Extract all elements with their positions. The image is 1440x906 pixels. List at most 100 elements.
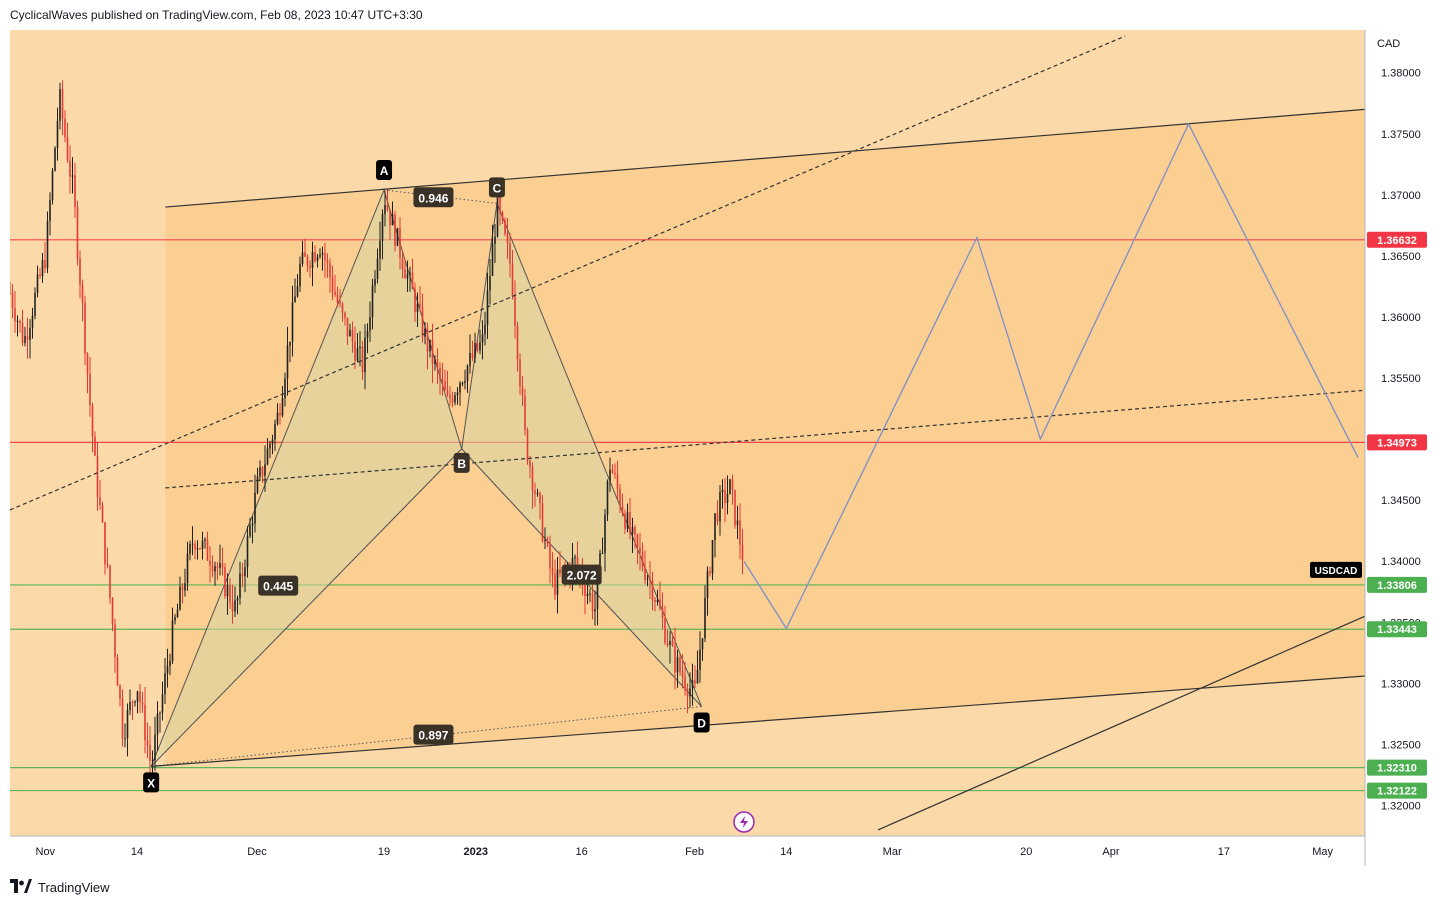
time-axis-background[interactable] <box>10 836 1365 866</box>
candle-body <box>16 320 19 322</box>
candle-body <box>714 513 716 541</box>
candle-body <box>289 341 291 346</box>
candle-body <box>639 547 641 553</box>
ratio-label-bg <box>413 187 454 208</box>
candle-body <box>539 493 541 504</box>
candle-body <box>19 320 21 323</box>
candle-body <box>416 303 419 312</box>
time-axis: Nov 14 Dec 19 2023 16 Feb 14 Mar 20 Apr 17 May <box>10 835 1365 858</box>
candle-body <box>334 291 336 295</box>
candle-body <box>709 571 711 574</box>
candle-body <box>734 490 736 526</box>
candle-body <box>549 543 551 568</box>
candle-body <box>476 343 479 351</box>
price-tag-bg <box>1367 759 1427 776</box>
candle-body <box>594 609 596 612</box>
candle-body <box>129 701 131 710</box>
candle-body <box>391 214 394 226</box>
candle-body <box>401 257 404 269</box>
price-tick-label: 1.37500 <box>1381 129 1421 141</box>
candle-body <box>479 342 481 351</box>
candle-body <box>604 514 606 554</box>
candle-body <box>519 359 521 387</box>
candle-body <box>589 593 591 595</box>
candle-body <box>256 476 259 493</box>
candle-body <box>234 600 236 612</box>
candle-body <box>376 258 379 279</box>
candle-body <box>556 569 559 595</box>
candle-body <box>534 490 536 494</box>
candle-body <box>454 395 456 403</box>
price-tag-bg <box>1367 782 1427 799</box>
time-tick-label: 20 <box>1020 846 1032 858</box>
candle-body <box>654 599 656 603</box>
candle-body <box>614 472 616 475</box>
candle-body <box>311 252 314 268</box>
candle-body <box>541 503 544 541</box>
candle-body <box>221 563 224 568</box>
price-tick-label: 1.33000 <box>1381 678 1421 690</box>
candle-body <box>231 602 234 612</box>
candle-body <box>319 254 321 257</box>
candle-body <box>616 474 619 489</box>
candle-body <box>389 209 391 226</box>
price-tick-label: 1.38000 <box>1381 68 1421 80</box>
candle-body <box>634 527 636 535</box>
candle-body <box>249 525 251 537</box>
candle-body <box>669 640 671 646</box>
candle-body <box>339 302 341 304</box>
candle-body <box>161 694 164 713</box>
candle-body <box>141 702 144 705</box>
candle-body <box>229 584 231 603</box>
candle-body <box>551 567 554 574</box>
flash-event-icon[interactable] <box>733 811 755 833</box>
candle-body <box>356 348 359 361</box>
candle-body <box>636 534 639 548</box>
chart-frame[interactable]: X A B C D 0.946 0.445 2.072 0.897 CAD 1.38000 1.37… <box>9 30 1430 866</box>
candle-body <box>559 569 561 574</box>
candle-body <box>409 272 411 275</box>
candle-body <box>686 688 689 697</box>
candle-body <box>324 252 326 261</box>
point-label-D: D <box>697 717 706 731</box>
candle-body <box>511 264 514 297</box>
candle-body <box>281 398 284 416</box>
ratio-label: 0.445 <box>263 580 293 594</box>
candle-body <box>499 196 501 213</box>
candle-body <box>689 688 691 697</box>
candle-body <box>341 303 344 313</box>
price-chart[interactable]: X A B C D 0.946 0.445 2.072 0.897 CAD 1.38000 1.37… <box>9 30 1430 866</box>
candle-body <box>624 513 626 529</box>
time-tick-label: Mar <box>883 846 902 858</box>
candle-body <box>641 552 644 568</box>
candle-body <box>721 489 724 493</box>
point-label-bg <box>376 159 393 180</box>
candle-body <box>36 274 39 293</box>
chart-events[interactable] <box>733 811 755 833</box>
channel-area <box>165 109 1366 766</box>
footer: TradingView <box>10 877 110 897</box>
candle-body <box>251 523 254 526</box>
price-tick-label: 1.32000 <box>1381 800 1421 812</box>
horizontal-levels <box>10 239 1365 792</box>
candle-body <box>14 308 16 322</box>
candle-body <box>186 553 189 584</box>
candle-body <box>481 334 484 343</box>
candle-body <box>626 512 629 529</box>
candle-body <box>484 324 486 335</box>
candle-body <box>169 660 171 667</box>
price-tags: 1.36632 1.34973 1.33806 1.33443 1.32310 1.321… <box>1310 231 1427 799</box>
candle-body <box>671 640 674 646</box>
price-tag-bg <box>1367 621 1427 638</box>
candle-body <box>536 493 539 495</box>
candle-body <box>199 548 201 550</box>
candle-body <box>456 392 459 396</box>
price-tag-bg <box>1367 231 1427 248</box>
candle-body <box>79 258 81 285</box>
candle-body <box>104 522 106 564</box>
candle-body <box>91 405 94 437</box>
candle-body <box>629 512 631 534</box>
candle-body <box>501 212 504 220</box>
ratio-label: 2.072 <box>567 569 597 583</box>
candle-body <box>226 584 229 597</box>
